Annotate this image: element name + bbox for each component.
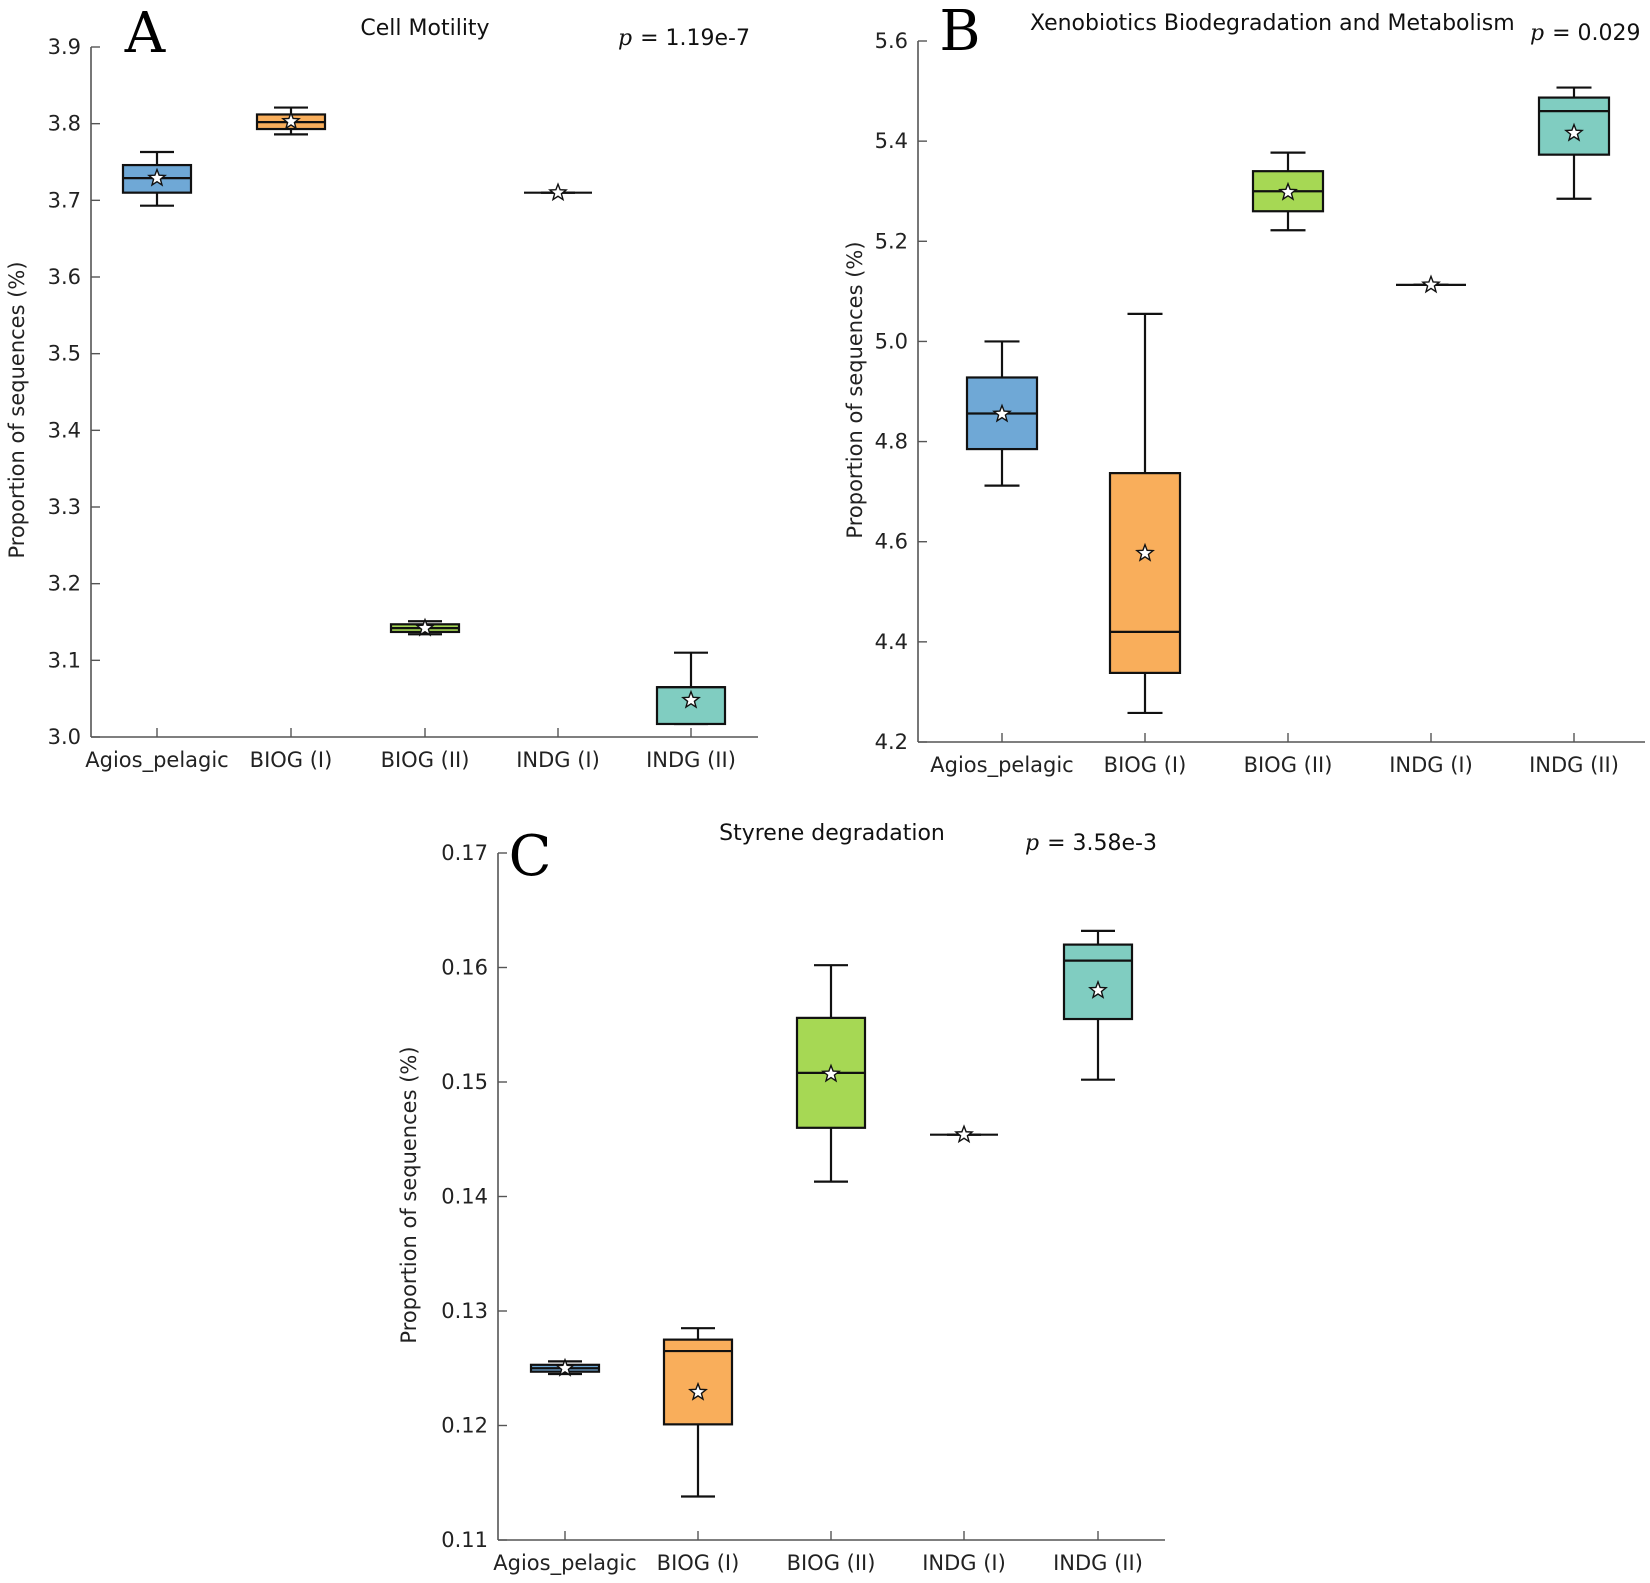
y-tick-label: 3.0 xyxy=(48,725,81,749)
y-tick-label: 0.13 xyxy=(441,1299,488,1323)
panel-letter: B xyxy=(939,0,980,64)
y-tick-label: 3.5 xyxy=(48,342,81,366)
chart-title: Styrene degradation xyxy=(719,821,945,846)
box-biog-i xyxy=(255,106,327,136)
y-tick-label: 5.4 xyxy=(875,129,908,153)
mean-marker xyxy=(548,182,568,202)
y-tick-label: 0.17 xyxy=(441,841,488,865)
mean-marker xyxy=(954,1124,974,1144)
y-tick-label: 3.7 xyxy=(48,188,81,212)
mean-marker xyxy=(688,1381,708,1401)
p-value-label: p = 3.58e-3 xyxy=(1025,831,1157,856)
p-value-label: p = 1.19e-7 xyxy=(618,26,750,51)
y-tick-label: 0.16 xyxy=(441,956,488,980)
iqr-box xyxy=(1108,472,1182,675)
mean-marker xyxy=(555,1357,575,1377)
mean-marker xyxy=(1135,542,1155,562)
panel-letter: C xyxy=(509,824,552,889)
y-tick-label: 3.6 xyxy=(48,265,81,289)
y-tick-label: 3.3 xyxy=(48,495,81,519)
panel-b: 4.2 4.4 4.6 4.8 5.0 5.2 5.4 5.6 Agios_pelagic BIO… xyxy=(843,0,1645,778)
y-tick-label: 3.2 xyxy=(48,572,81,596)
p-symbol: p xyxy=(1530,21,1544,46)
mean-marker xyxy=(281,110,301,130)
y-tick-label: 3.8 xyxy=(48,112,81,136)
p-value: = 1.19e-7 xyxy=(640,26,750,51)
y-tick-label: 4.4 xyxy=(875,630,908,654)
box-agios-pelagic xyxy=(121,150,193,207)
x-tick-label: BIOG (II) xyxy=(1244,753,1333,777)
mean-marker xyxy=(1564,122,1584,142)
x-tick-label: Agios_pelagic xyxy=(930,753,1073,778)
box-indg-i xyxy=(930,1124,998,1144)
box-biog-ii xyxy=(1251,151,1325,232)
y-tick-label: 5.0 xyxy=(875,329,908,353)
x-tick-label: INDG (I) xyxy=(516,748,600,772)
x-tick-label: BIOG (I) xyxy=(1104,753,1187,777)
box-indg-ii xyxy=(1062,929,1134,1081)
box-agios-pelagic xyxy=(965,340,1039,487)
p-value-label: p = 0.029 xyxy=(1530,21,1641,46)
x-tick-label: INDG (II) xyxy=(646,748,736,772)
box-biog-ii xyxy=(795,964,867,1183)
p-value: = 0.029 xyxy=(1552,21,1640,46)
y-tick-label: 4.6 xyxy=(875,530,908,554)
y-tick-label: 4.8 xyxy=(875,430,908,454)
x-tick-label: INDG (II) xyxy=(1529,753,1619,777)
y-tick-label: 3.4 xyxy=(48,418,81,442)
mean-marker xyxy=(1278,181,1298,201)
panel-a: 3.0 3.1 3.2 3.3 3.4 3.5 3.6 3.7 3.8 3.9 Agios_pela… xyxy=(5,1,758,773)
y-axis-label: Proportion of sequences (%) xyxy=(843,241,867,538)
x-tick-label: Agios_pelagic xyxy=(85,748,228,773)
mean-marker xyxy=(992,403,1012,423)
panel-c: 0.11 0.12 0.13 0.14 0.15 0.16 0.17 Agios_pelagi… xyxy=(397,821,1165,1576)
p-symbol: p xyxy=(1025,831,1039,856)
x-tick-label: INDG (I) xyxy=(1389,753,1473,777)
y-axis-label: Proportion of sequences (%) xyxy=(397,1046,421,1343)
y-tick-label: 4.2 xyxy=(875,730,908,754)
x-tick-label: BIOG (I) xyxy=(657,1551,740,1575)
box-biog-i xyxy=(1108,312,1182,715)
y-axis-label: Proportion of sequences (%) xyxy=(5,261,29,558)
y-tick-label: 0.14 xyxy=(441,1185,488,1209)
box-indg-i xyxy=(524,182,592,202)
y-tick-label: 5.2 xyxy=(875,229,908,253)
mean-marker xyxy=(147,167,167,187)
box-indg-ii xyxy=(1537,86,1611,200)
box-biog-ii xyxy=(389,617,461,637)
x-tick-label: INDG (II) xyxy=(1053,1551,1143,1575)
x-tick-label: BIOG (I) xyxy=(250,748,333,772)
box-agios-pelagic xyxy=(529,1357,601,1377)
p-value: = 3.58e-3 xyxy=(1047,831,1157,856)
mean-marker xyxy=(415,617,435,637)
y-tick-label: 0.11 xyxy=(441,1528,488,1552)
box-indg-ii xyxy=(655,651,727,726)
iqr-box xyxy=(662,1338,734,1426)
x-tick-label: Agios_pelagic xyxy=(493,1551,636,1576)
x-tick-label: BIOG (II) xyxy=(787,1551,876,1575)
panel-letter: A xyxy=(124,1,166,66)
x-tick-label: BIOG (II) xyxy=(381,748,470,772)
mean-marker xyxy=(1421,274,1441,294)
box-indg-i xyxy=(1396,274,1466,294)
x-tick-label: INDG (I) xyxy=(922,1551,1006,1575)
y-tick-label: 0.15 xyxy=(441,1070,488,1094)
box-biog-i xyxy=(662,1327,734,1498)
chart-title: Cell Motility xyxy=(360,16,489,41)
mean-marker xyxy=(681,689,701,709)
chart-title: Xenobiotics Biodegradation and Metabolis… xyxy=(1030,11,1515,36)
y-tick-label: 3.9 xyxy=(48,35,81,59)
mean-marker xyxy=(1088,979,1108,999)
p-symbol: p xyxy=(618,26,632,51)
y-tick-label: 0.12 xyxy=(441,1414,488,1438)
y-tick-label: 3.1 xyxy=(48,648,81,672)
y-tick-label: 5.6 xyxy=(875,29,908,53)
mean-marker xyxy=(821,1063,841,1083)
